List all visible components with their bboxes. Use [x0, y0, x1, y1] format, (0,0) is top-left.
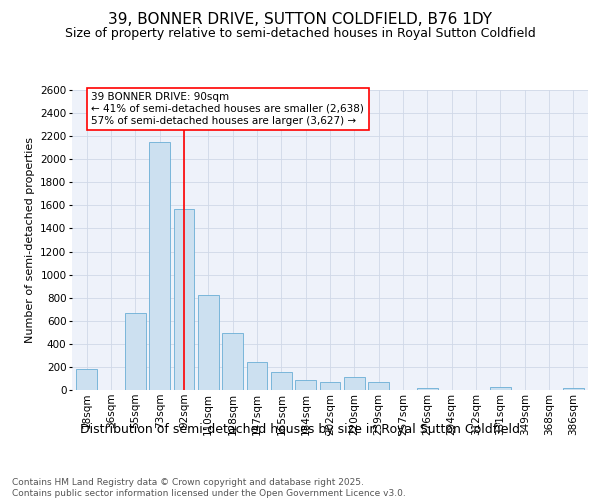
Bar [417, 388, 438, 390]
Text: Size of property relative to semi-detached houses in Royal Sutton Coldfield: Size of property relative to semi-detach… [65, 28, 535, 40]
Bar [76, 369, 97, 390]
Bar [563, 388, 584, 390]
Bar [125, 312, 146, 390]
Text: 39, BONNER DRIVE, SUTTON COLDFIELD, B76 1DY: 39, BONNER DRIVE, SUTTON COLDFIELD, B76 … [108, 12, 492, 28]
Bar [271, 372, 292, 390]
Y-axis label: Number of semi-detached properties: Number of semi-detached properties [25, 137, 35, 343]
Bar [368, 382, 389, 390]
Bar [320, 382, 340, 390]
Bar [247, 362, 268, 390]
Bar [344, 378, 365, 390]
Bar [295, 380, 316, 390]
Text: Distribution of semi-detached houses by size in Royal Sutton Coldfield: Distribution of semi-detached houses by … [80, 422, 520, 436]
Bar [149, 142, 170, 390]
Bar [198, 296, 218, 390]
Bar [173, 209, 194, 390]
Bar [222, 334, 243, 390]
Bar [490, 386, 511, 390]
Text: Contains HM Land Registry data © Crown copyright and database right 2025.
Contai: Contains HM Land Registry data © Crown c… [12, 478, 406, 498]
Text: 39 BONNER DRIVE: 90sqm
← 41% of semi-detached houses are smaller (2,638)
57% of : 39 BONNER DRIVE: 90sqm ← 41% of semi-det… [91, 92, 364, 126]
